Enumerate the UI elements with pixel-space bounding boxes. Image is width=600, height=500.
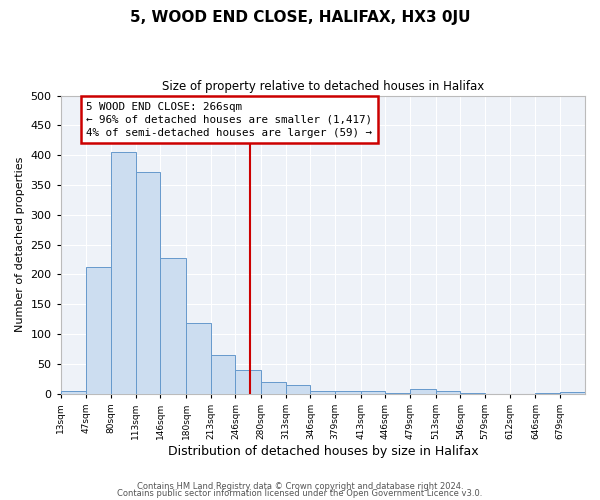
Bar bbox=[335, 391, 361, 394]
Bar bbox=[235, 370, 261, 394]
Text: Contains public sector information licensed under the Open Government Licence v3: Contains public sector information licen… bbox=[118, 490, 482, 498]
Title: Size of property relative to detached houses in Halifax: Size of property relative to detached ho… bbox=[162, 80, 484, 93]
Bar bbox=[160, 258, 186, 394]
X-axis label: Distribution of detached houses by size in Halifax: Distribution of detached houses by size … bbox=[167, 444, 478, 458]
Bar bbox=[385, 393, 410, 394]
Bar bbox=[560, 392, 585, 394]
Bar bbox=[286, 385, 310, 394]
Bar bbox=[310, 390, 335, 394]
Bar bbox=[111, 152, 136, 394]
Bar bbox=[410, 389, 436, 394]
Bar bbox=[186, 323, 211, 394]
Bar bbox=[460, 393, 485, 394]
Y-axis label: Number of detached properties: Number of detached properties bbox=[15, 157, 25, 332]
Text: 5 WOOD END CLOSE: 266sqm
← 96% of detached houses are smaller (1,417)
4% of semi: 5 WOOD END CLOSE: 266sqm ← 96% of detach… bbox=[86, 102, 372, 138]
Bar bbox=[535, 393, 560, 394]
Bar bbox=[436, 391, 460, 394]
Bar bbox=[136, 172, 160, 394]
Bar bbox=[361, 391, 385, 394]
Bar bbox=[261, 382, 286, 394]
Text: Contains HM Land Registry data © Crown copyright and database right 2024.: Contains HM Land Registry data © Crown c… bbox=[137, 482, 463, 491]
Bar bbox=[211, 355, 235, 394]
Bar bbox=[86, 266, 111, 394]
Bar bbox=[61, 390, 86, 394]
Text: 5, WOOD END CLOSE, HALIFAX, HX3 0JU: 5, WOOD END CLOSE, HALIFAX, HX3 0JU bbox=[130, 10, 470, 25]
